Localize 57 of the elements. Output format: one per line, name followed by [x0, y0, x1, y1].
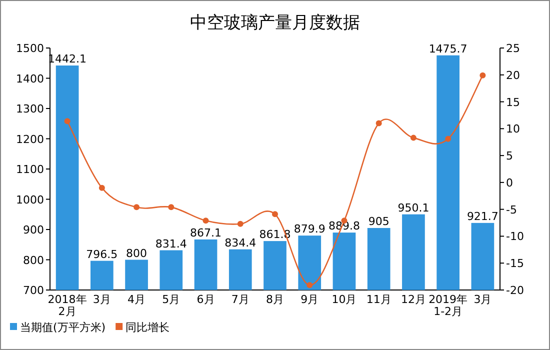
y2-tick-label: 20	[506, 68, 520, 82]
y2-tick-label: -5	[506, 203, 517, 216]
y-tick-label: 800	[23, 254, 44, 267]
data-label: 834.4	[224, 236, 256, 250]
data-label: 800	[126, 246, 148, 260]
data-label: 905	[368, 214, 390, 228]
y-tick-label: 900	[23, 224, 44, 236]
x-tick-label: 10月	[332, 293, 357, 306]
y2-tick-label: 25	[506, 42, 520, 55]
y2-tick-label: -15	[506, 257, 524, 270]
data-label: 950.1	[398, 201, 430, 214]
data-label: 921.7	[466, 210, 498, 223]
point	[480, 72, 486, 78]
x-tick-label: 5月	[162, 293, 180, 306]
data-label: 796.5	[86, 248, 118, 261]
chart-title: 中空玻璃产量月度数据	[190, 13, 360, 33]
y2-tick-label: -10	[506, 230, 524, 244]
point	[168, 204, 174, 210]
data-label: 879.9	[294, 222, 326, 236]
point	[64, 118, 70, 124]
legend-label: 同比增长	[126, 321, 170, 334]
x-tick-label: 4月	[128, 293, 146, 306]
x-tick-label: 9月	[300, 293, 319, 306]
y2-tick-label: 5	[506, 150, 513, 163]
point	[98, 184, 105, 191]
x-tick-label: 3月	[474, 293, 492, 306]
y-tick-label: 1200	[16, 132, 44, 146]
data-label: 1475.7	[428, 42, 468, 56]
x-tick-label: 8月	[266, 293, 284, 306]
y2-tick-label: -20	[506, 284, 524, 297]
point	[237, 220, 244, 227]
y-tick-label: 1100	[16, 163, 44, 176]
x-tick-label: 3月	[92, 293, 111, 306]
x-tick-label: 2018年2月	[48, 293, 87, 318]
point	[202, 218, 209, 224]
y-tick-label: 1400	[16, 72, 44, 86]
point	[410, 134, 416, 141]
y2-tick-label: 0	[506, 176, 513, 190]
y2-tick-label: 15	[506, 96, 520, 109]
point	[445, 136, 452, 142]
x-tick-label: 2019年1-2月	[428, 293, 468, 318]
legend-label: 当期值(万平方米)	[20, 321, 106, 334]
y-tick-label: 1000	[16, 193, 44, 206]
x-tick-label: 11月	[366, 293, 392, 306]
x-tick-label: 7月	[231, 293, 250, 306]
y2-tick-label: 10	[506, 122, 520, 136]
x-tick-label: 12月	[400, 293, 426, 306]
point	[272, 211, 278, 218]
y-tick-label: 1500	[16, 42, 44, 55]
point	[376, 120, 382, 126]
y-tick-label: 700	[23, 284, 44, 297]
y-tick-label: 1300	[16, 102, 44, 116]
data-label: 831.4	[155, 237, 187, 250]
point	[306, 282, 313, 288]
data-label: 867.1	[190, 226, 222, 240]
x-tick-label: 6月	[196, 293, 215, 306]
point	[134, 204, 140, 210]
